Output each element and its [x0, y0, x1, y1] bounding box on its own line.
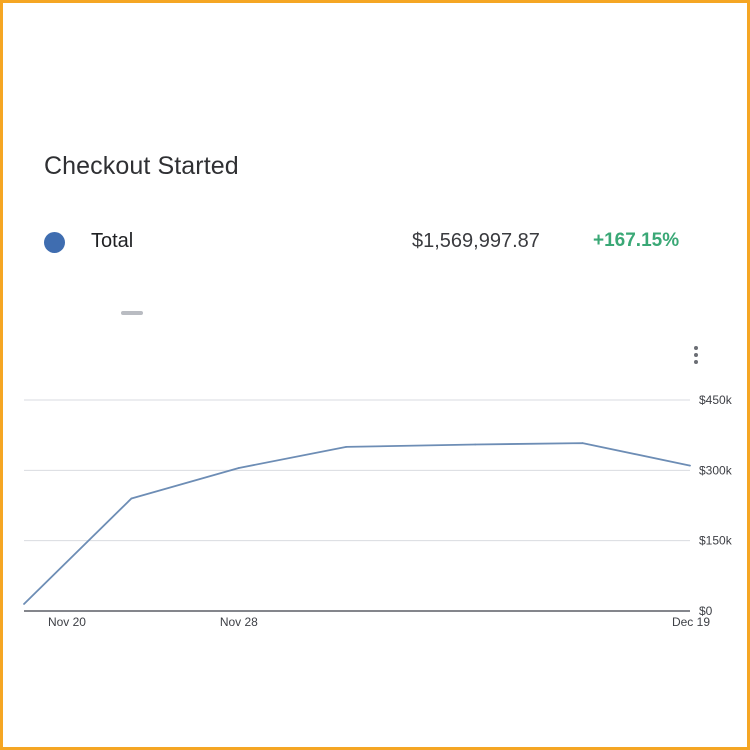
legend-percent-change: +167.15% — [593, 230, 680, 251]
y-tick-label: $150k — [699, 534, 733, 548]
series-layer — [23, 442, 691, 605]
x-tick-label: Nov 20 — [48, 615, 86, 629]
kebab-menu-icon[interactable] — [690, 345, 702, 365]
legend-total-value: $1,569,997.87 — [412, 230, 540, 252]
data-point[interactable] — [130, 497, 133, 500]
data-point[interactable] — [237, 467, 240, 469]
comparison-dash-icon — [121, 311, 143, 315]
data-point[interactable] — [23, 603, 25, 605]
data-point[interactable] — [689, 464, 691, 467]
data-point[interactable] — [474, 443, 477, 446]
x-tick-label: Dec 19 — [672, 615, 710, 629]
y-tick-label: $300k — [699, 463, 733, 477]
grid-lines — [24, 399, 690, 612]
chart-title: Checkout Started — [44, 152, 239, 180]
x-axis-ticks: Nov 20 Nov 28 Dec 19 — [48, 615, 710, 629]
series-color-dot — [44, 232, 65, 253]
x-tick-label: Nov 28 — [220, 615, 258, 629]
y-tick-label: $0 — [699, 604, 713, 618]
series-line-total — [23, 442, 691, 605]
legend-series-label: Total — [91, 230, 134, 252]
y-axis-ticks: $0 $150k $300k $450k — [699, 393, 733, 618]
y-tick-label: $450k — [699, 393, 733, 407]
data-point[interactable] — [345, 446, 348, 448]
data-point[interactable] — [581, 442, 584, 444]
legend-row: Total $1,569,997.87 +167.15% — [44, 226, 694, 260]
